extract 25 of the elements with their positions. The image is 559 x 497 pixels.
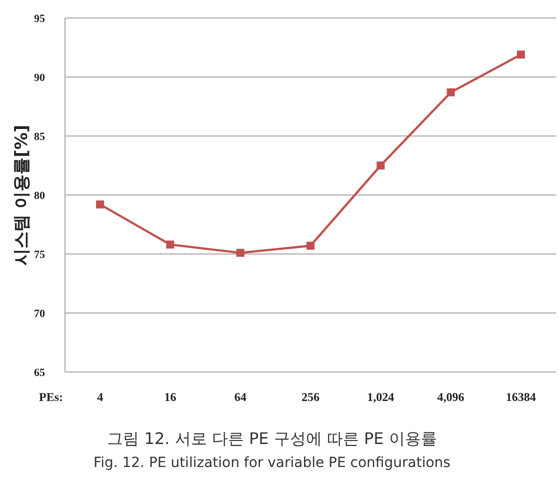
y-tick-label: 80 bbox=[34, 190, 46, 202]
caption: Fig. 12. PE utilization for variable PE configurations bbox=[94, 455, 450, 471]
x-tick-label: 4,096 bbox=[437, 390, 464, 404]
y-tick-label: 65 bbox=[34, 367, 46, 379]
y-tick-label: 70 bbox=[34, 308, 46, 320]
x-tick-label: 4 bbox=[97, 390, 104, 404]
x-axis-title: PEs: bbox=[39, 390, 63, 404]
x-tick-label: 16 bbox=[164, 390, 176, 404]
point bbox=[166, 240, 174, 249]
point bbox=[446, 88, 455, 96]
y-axis-title: 시스템 이용률[%] bbox=[12, 124, 32, 266]
point bbox=[376, 162, 385, 170]
x-tick-label: 1,024 bbox=[367, 390, 394, 404]
point bbox=[306, 242, 314, 250]
x-tick-label: 16384 bbox=[506, 390, 536, 404]
point bbox=[236, 248, 244, 257]
point bbox=[516, 50, 525, 59]
y-tick-label: 85 bbox=[34, 131, 46, 143]
caption: 그림 12. 서로 다른 PE 구성에 따른 PE 이용률 bbox=[107, 429, 437, 448]
point bbox=[96, 200, 104, 208]
y-tick-label: 95 bbox=[34, 13, 46, 25]
y-tick-label: 90 bbox=[34, 72, 46, 84]
x-tick-label: 256 bbox=[302, 390, 320, 404]
x-tick-label: 64 bbox=[234, 390, 246, 404]
y-tick-label: 75 bbox=[34, 249, 46, 261]
